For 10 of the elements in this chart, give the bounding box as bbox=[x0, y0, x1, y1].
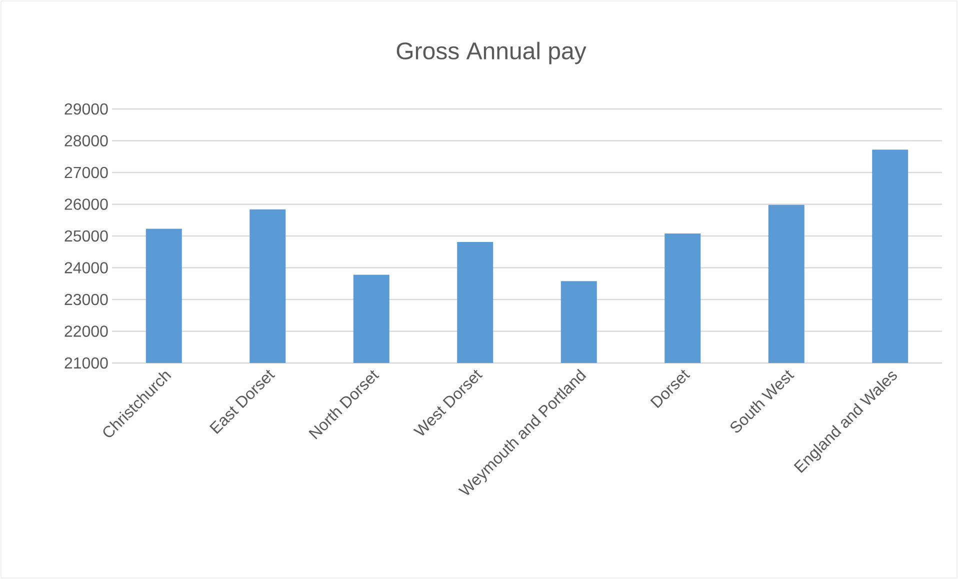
y-tick-label: 24000 bbox=[64, 262, 108, 274]
y-tick-label: 27000 bbox=[64, 166, 108, 178]
y-tick-label: 25000 bbox=[64, 230, 108, 242]
chart-title: Gross Annual pay bbox=[396, 42, 586, 64]
y-tick-label: 23000 bbox=[64, 294, 108, 306]
y-tick-label: 28000 bbox=[64, 135, 108, 146]
y-tick-label: 21000 bbox=[64, 357, 108, 369]
y-tick-label: 22000 bbox=[64, 326, 108, 337]
y-tick-label: 26000 bbox=[64, 198, 108, 210]
y-tick-label: 29000 bbox=[64, 103, 108, 115]
